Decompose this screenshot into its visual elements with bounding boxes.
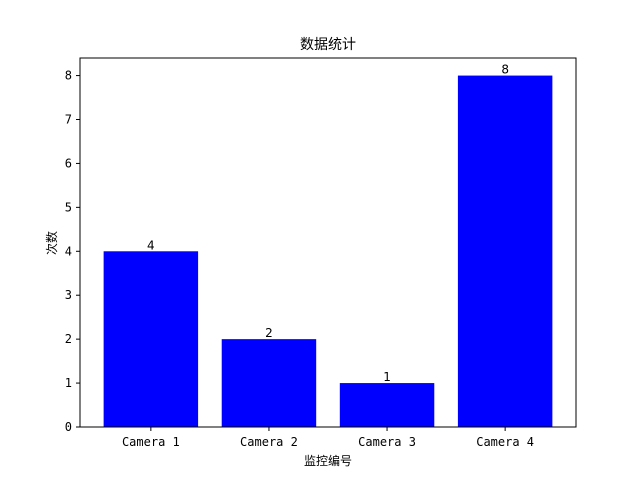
y-tick-label-6: 6 bbox=[65, 156, 72, 170]
bar-3 bbox=[339, 383, 435, 427]
bar-4 bbox=[457, 75, 553, 428]
bar-value-label-2: 2 bbox=[265, 326, 273, 340]
x-axis: Camera 1 Camera 2 Camera 3 Camera 4 bbox=[122, 427, 534, 449]
bar-2 bbox=[221, 339, 317, 427]
bar-value-label-4: 8 bbox=[501, 63, 509, 77]
plot-area-frame bbox=[79, 57, 577, 428]
bar-labels-group: 4 2 1 8 bbox=[147, 63, 509, 385]
y-tick-label-2: 2 bbox=[65, 332, 72, 346]
x-axis-label: 监控编号 bbox=[304, 453, 352, 468]
y-tick-label-1: 1 bbox=[65, 376, 72, 390]
bar-value-label-3: 1 bbox=[383, 370, 391, 384]
x-tick-label-4: Camera 4 bbox=[476, 435, 534, 449]
y-tick-label-3: 3 bbox=[65, 288, 72, 302]
y-tick-label-4: 4 bbox=[65, 244, 72, 258]
x-tick-label-1: Camera 1 bbox=[122, 435, 180, 449]
bars-group bbox=[103, 75, 553, 428]
x-tick-label-2: Camera 2 bbox=[240, 435, 298, 449]
bar-1 bbox=[103, 251, 199, 427]
y-tick-label-7: 7 bbox=[65, 113, 72, 127]
chart-title: 数据统计 bbox=[300, 37, 356, 53]
y-tick-label-8: 8 bbox=[65, 69, 72, 83]
y-axis: 0 1 2 3 4 5 6 7 8 bbox=[65, 69, 80, 434]
y-tick-label-0: 0 bbox=[65, 420, 72, 434]
y-axis-label: 次数 bbox=[44, 231, 59, 255]
bar-value-label-1: 4 bbox=[147, 238, 155, 252]
x-tick-label-3: Camera 3 bbox=[358, 435, 416, 449]
y-tick-label-5: 5 bbox=[65, 200, 72, 214]
